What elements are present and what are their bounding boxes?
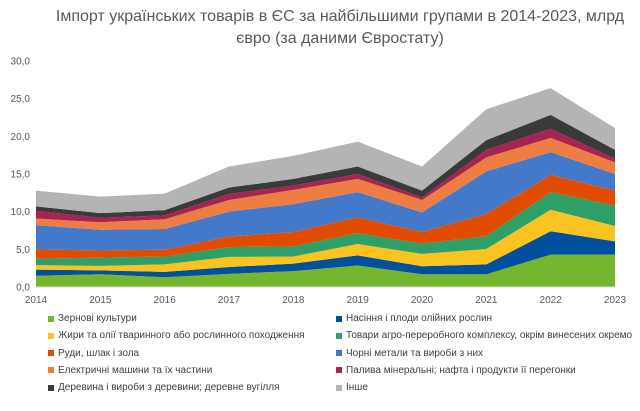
legend-swatch <box>336 332 342 339</box>
y-tick-label: 10,0 <box>11 207 31 218</box>
area-series-5 <box>36 152 615 251</box>
area-series-0 <box>36 254 615 287</box>
legend-item: Інше <box>336 382 368 393</box>
y-tick-label: 5,0 <box>16 245 30 256</box>
legend-label: Деревина і вироби з деревини; деревне ву… <box>58 382 280 394</box>
area-series-2 <box>36 209 615 272</box>
legend-item: Насіння і плоди олійних рослин <box>336 313 492 324</box>
y-tick-label: 30,0 <box>11 57 31 68</box>
legend-item: Жири та олії тваринного або рослинного п… <box>48 330 305 341</box>
area-series-8 <box>36 114 615 218</box>
x-tick-label: 2014 <box>25 295 48 306</box>
area-series-7 <box>36 128 615 223</box>
legend-item: Деревина і вироби з деревини; деревне ву… <box>48 382 280 393</box>
y-tick-label: 25,0 <box>11 94 31 105</box>
legend-swatch <box>48 315 54 322</box>
x-tick-label: 2017 <box>218 295 241 306</box>
x-tick-label: 2020 <box>411 295 434 306</box>
area-series-3 <box>36 192 615 266</box>
legend-label: Товари агро-переробного комплексу, окрім… <box>346 330 633 342</box>
legend-swatch <box>336 315 342 322</box>
legend-swatch <box>48 367 54 374</box>
x-tick-label: 2018 <box>282 295 305 306</box>
x-tick-label: 2022 <box>540 295 563 306</box>
legend-item: Товари агро-переробного комплексу, окрім… <box>336 330 632 341</box>
legend-label: Жири та олії тваринного або рослинного п… <box>58 330 305 342</box>
legend-swatch <box>336 367 342 374</box>
x-tick-label: 2016 <box>154 295 177 306</box>
legend-item: Електричні машини та їх частини <box>48 365 212 376</box>
area-series-1 <box>36 231 615 278</box>
legend-label: Руди, шлак і зола <box>58 347 140 359</box>
legend-label: Чорні метали та вироби з них <box>346 347 484 359</box>
legend-swatch <box>336 384 342 391</box>
y-tick-label: 0,0 <box>16 283 30 294</box>
area-series-4 <box>36 174 615 259</box>
y-tick-label: 20,0 <box>11 132 31 143</box>
legend-label: Інше <box>346 382 368 394</box>
legend-swatch <box>48 350 54 357</box>
y-tick-label: 15,0 <box>11 170 31 181</box>
legend-swatch <box>48 384 54 391</box>
chart-title: Імпорт українських товарів в ЄС за найбі… <box>55 8 625 47</box>
legend-item: Руди, шлак і зола <box>48 348 139 359</box>
area-series-9 <box>36 88 615 214</box>
x-tick-label: 2023 <box>604 295 627 306</box>
x-tick-label: 2019 <box>347 295 370 306</box>
x-tick-label: 2015 <box>89 295 112 306</box>
legend-item: Зернові культури <box>48 313 137 324</box>
legend-label: Електричні машини та їх частини <box>58 364 213 376</box>
legend-item: Чорні метали та вироби з них <box>336 348 483 359</box>
legend-swatch <box>336 350 342 357</box>
legend-item: Палива мінеральні; нафта і продукти її п… <box>336 365 576 376</box>
legend-label: Палива мінеральні; нафта і продукти її п… <box>346 364 576 376</box>
area-series-6 <box>36 137 615 230</box>
x-tick-label: 2021 <box>475 295 498 306</box>
legend-swatch <box>48 332 54 339</box>
legend-label: Насіння і плоди олійних рослин <box>346 313 493 324</box>
legend-label: Зернові культури <box>58 313 137 324</box>
